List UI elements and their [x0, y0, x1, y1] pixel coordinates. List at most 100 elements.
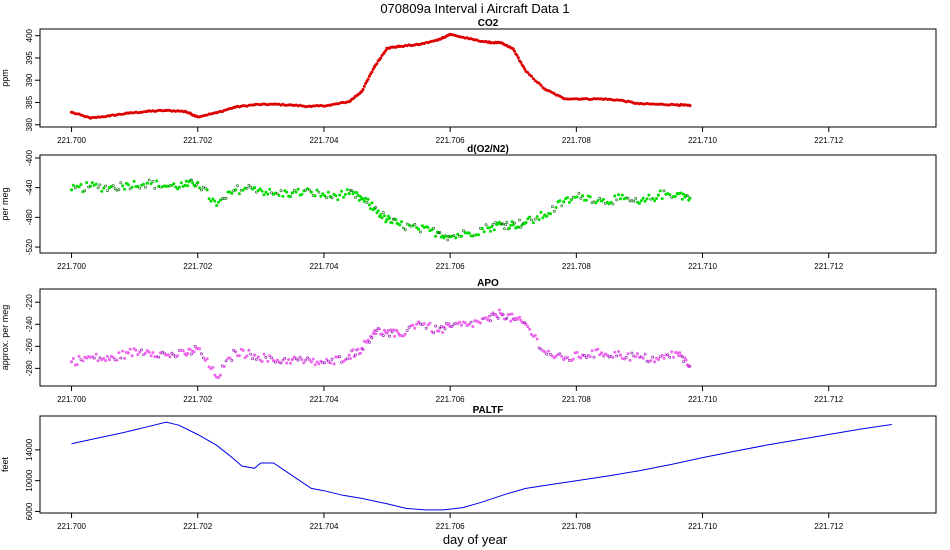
data-point-sample [636, 200, 639, 204]
x-tick-label: 221.706 [436, 262, 465, 271]
data-point-sample [598, 353, 602, 357]
data-point-sample [162, 109, 166, 113]
data-point-sample [315, 188, 319, 192]
x-tick-label: 221.712 [814, 522, 843, 531]
data-point-sample [189, 178, 193, 182]
x-tick-label: 221.700 [57, 522, 86, 531]
data-point-sample [592, 355, 596, 359]
x-tick-label: 221.700 [57, 262, 86, 271]
data-point-sample [383, 328, 386, 332]
data-point-sample [124, 181, 128, 185]
data-point-sample [545, 352, 549, 356]
data-point-sample [123, 356, 127, 360]
data-point-sample [505, 220, 509, 224]
data-point-sample [77, 354, 81, 358]
data-point-sample [660, 353, 664, 357]
data-point-sample [94, 352, 98, 356]
data-point-sample [289, 103, 292, 107]
data-point-sample [213, 111, 217, 115]
data-point-sample [113, 187, 117, 191]
data-point-sample [566, 196, 569, 200]
y-tick-label: -480 [25, 209, 34, 226]
data-point-sample [326, 103, 330, 107]
data-point-sample [519, 60, 523, 64]
data-point-sample [501, 313, 505, 316]
data-point-sample [531, 221, 535, 225]
data-point-sample [515, 53, 519, 57]
y-tick-label: 385 [25, 95, 34, 109]
data-point-sample [367, 340, 371, 344]
panel-title: APO [477, 278, 499, 289]
data-point-sample [364, 196, 368, 200]
data-point-sample [281, 358, 285, 362]
figure-title: 070809a Interval i Aircraft Data 1 [380, 1, 569, 16]
data-point-sample [172, 353, 176, 357]
data-point [309, 190, 313, 194]
data-point-sample [200, 188, 203, 192]
data-point-sample [342, 360, 345, 363]
data-point-sample [98, 356, 102, 360]
data-point-sample [149, 354, 153, 358]
data-point [328, 361, 332, 365]
data-point-sample [384, 220, 388, 224]
data-point-sample [174, 185, 178, 189]
data-point-sample [442, 236, 446, 240]
data-point-sample [279, 361, 283, 365]
data-point [196, 180, 200, 185]
data-point-sample [465, 231, 469, 235]
y-tick-label: 14000 [25, 438, 34, 461]
data-point-sample [424, 326, 428, 330]
data-point-sample [73, 186, 77, 190]
y-tick-label: -520 [25, 239, 34, 256]
data-point-sample [213, 199, 217, 203]
data-point-sample [193, 344, 197, 348]
data-point-sample [622, 357, 626, 361]
y-tick-label: -280 [25, 360, 34, 377]
data-point-sample [484, 223, 488, 227]
panel-1: d(O2/N2) per meg 221.700 221.702 221.704 221.… [0, 144, 937, 271]
data-point-sample [516, 56, 520, 60]
data-point-sample [307, 188, 311, 192]
data-point-sample [519, 225, 523, 229]
data-point-sample [673, 195, 677, 198]
data-point-sample [121, 184, 125, 188]
data-point-sample [653, 199, 657, 203]
data-point-sample [508, 226, 511, 230]
data-point-sample [442, 325, 446, 329]
data-point-sample [359, 351, 362, 355]
data-point-sample [251, 357, 255, 361]
data-point-sample [77, 185, 81, 189]
data-point-sample [611, 202, 615, 206]
data-point [290, 357, 294, 362]
data-point-sample [281, 194, 285, 198]
data-point-sample [487, 226, 491, 230]
data-point-sample [369, 335, 373, 338]
data-point-sample [579, 196, 583, 200]
data-point-sample [641, 356, 645, 360]
data-point-sample [388, 216, 392, 220]
data-point-sample [359, 195, 362, 198]
data-point-sample [454, 236, 458, 240]
data-point-sample [365, 201, 369, 204]
x-tick-label: 221.702 [183, 522, 212, 531]
y-axis-label: approx. per meg [0, 305, 10, 371]
data-point-sample [611, 355, 615, 359]
data-point-sample [143, 351, 147, 355]
data-point [656, 193, 661, 197]
data-point-sample [393, 334, 397, 338]
data-point-sample [504, 317, 508, 321]
data-point-sample [426, 323, 430, 327]
x-tick-label: 221.704 [309, 262, 338, 271]
data-point-sample [626, 196, 630, 200]
data-point-sample [323, 361, 327, 365]
data-point-sample [296, 187, 300, 191]
y-tick-label: -400 [25, 149, 34, 166]
data-point-sample [437, 329, 441, 333]
data-point-sample [497, 220, 501, 224]
data-point-sample [666, 353, 670, 357]
data-point-sample [413, 222, 417, 226]
data-point-sample [285, 190, 289, 194]
data-point-sample [374, 205, 378, 209]
